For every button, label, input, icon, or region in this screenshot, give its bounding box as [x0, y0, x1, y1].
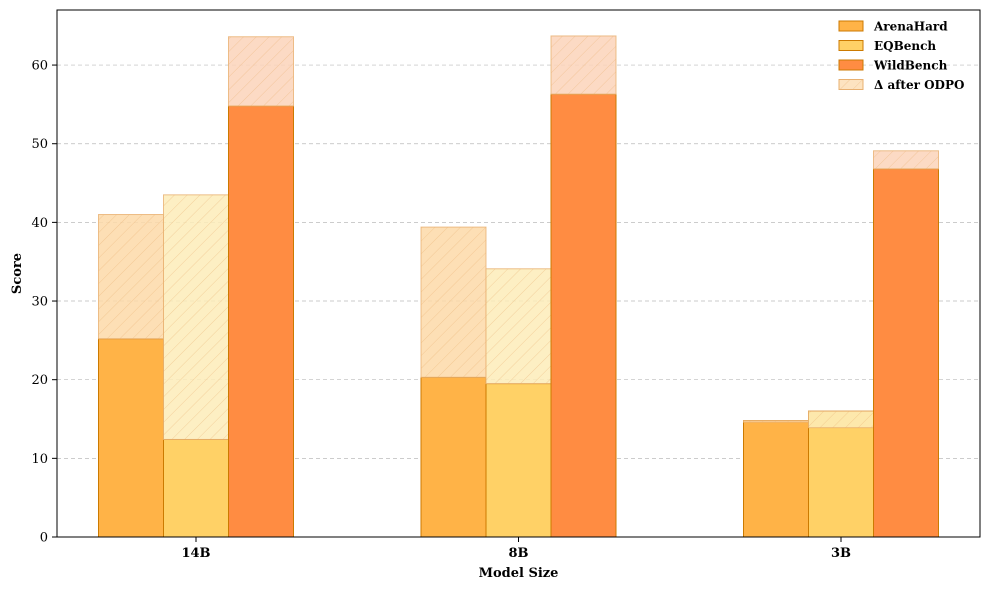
x-axis-ticks: 14B 8B 3B — [181, 537, 851, 561]
x-tick-label: 3B — [831, 546, 851, 561]
delta-hatch — [486, 268, 551, 384]
bar-wildbench-8b — [550, 93, 617, 538]
bar-arenahard-8b — [420, 376, 487, 538]
y-tick-label: 50 — [31, 137, 48, 152]
legend-swatch-eqbench — [838, 40, 864, 51]
y-tick-label: 40 — [31, 216, 48, 231]
delta-hatch — [421, 227, 486, 378]
legend-label-wildbench: WildBench — [873, 59, 948, 73]
delta-hatch — [551, 35, 616, 95]
y-tick-label: 0 — [40, 531, 48, 546]
delta-hatch — [163, 194, 229, 440]
delta-hatch — [873, 150, 939, 169]
bar-eqbench-3b — [808, 410, 874, 538]
delta-hatch — [98, 214, 164, 339]
bar-eqbench-14b — [163, 438, 229, 538]
y-axis-ticks: 0 10 20 30 40 50 60 — [31, 59, 57, 546]
bars-group — [98, 35, 939, 538]
y-tick-label: 20 — [31, 373, 48, 388]
bar-arenahard-3b — [743, 420, 809, 538]
bar-arenahard-14b — [98, 338, 164, 538]
x-axis-title: Model Size — [479, 566, 559, 581]
delta-hatch — [743, 420, 809, 423]
y-tick-label: 60 — [31, 59, 48, 74]
x-tick-label: 8B — [508, 546, 528, 561]
y-axis-title: Score — [10, 253, 25, 294]
legend-label-eqbench: EQBench — [874, 39, 936, 53]
legend-label-arenahard: ArenaHard — [873, 20, 948, 34]
y-tick-label: 30 — [31, 295, 48, 310]
x-tick-label: 14B — [181, 546, 210, 561]
legend: ArenaHard EQBench WildBench Δ after ODPO — [838, 20, 964, 92]
delta-hatch — [228, 36, 294, 106]
legend-label-delta: Δ after ODPO — [874, 78, 964, 92]
bar-wildbench-14b — [228, 105, 294, 538]
legend-swatch-wildbench — [838, 59, 864, 71]
legend-swatch-delta-hatch — [839, 79, 863, 90]
legend-swatch-arenahard — [838, 20, 864, 32]
bar-wildbench-3b — [873, 168, 939, 538]
bar-eqbench-8b — [485, 383, 552, 538]
y-tick-label: 10 — [31, 452, 48, 467]
delta-hatch — [808, 411, 874, 428]
